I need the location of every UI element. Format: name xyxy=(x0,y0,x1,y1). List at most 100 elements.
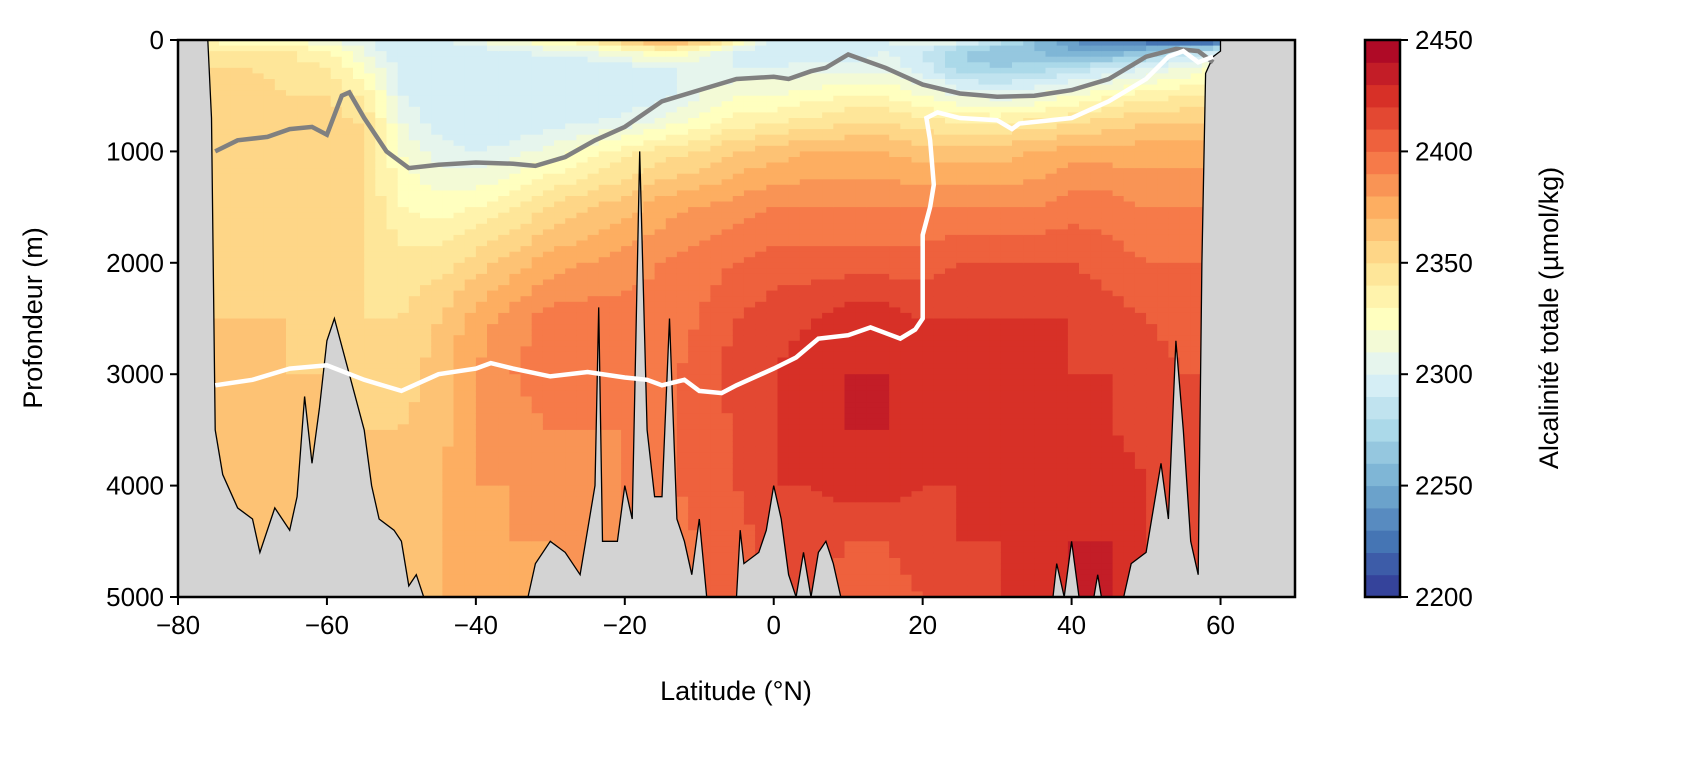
heatmap-cell xyxy=(263,112,276,119)
heatmap-cell xyxy=(498,318,510,325)
heatmap-cell xyxy=(464,134,477,141)
heatmap-cell xyxy=(207,112,220,119)
heatmap-cell xyxy=(721,95,734,102)
heatmap-cell xyxy=(353,56,365,63)
heatmap-cell xyxy=(386,491,399,498)
heatmap-cell xyxy=(542,513,555,520)
heatmap-cell xyxy=(654,134,667,141)
heatmap-cell xyxy=(587,485,600,492)
heatmap-cell xyxy=(375,374,388,381)
heatmap-cell xyxy=(274,151,287,158)
heatmap-cell xyxy=(688,379,700,386)
heatmap-cell xyxy=(531,524,544,531)
heatmap-cell xyxy=(688,368,700,375)
heatmap-cell xyxy=(230,168,242,175)
heatmap-cell xyxy=(386,441,399,448)
heatmap-cell xyxy=(587,62,600,69)
heatmap-cell xyxy=(263,418,276,425)
heatmap-cell xyxy=(453,285,466,292)
heatmap-cell xyxy=(475,84,488,91)
heatmap-cell xyxy=(587,179,600,186)
heatmap-cell xyxy=(263,290,276,297)
heatmap-cell xyxy=(699,190,712,197)
heatmap-cell xyxy=(241,62,254,69)
heatmap-cell xyxy=(308,385,321,392)
heatmap-cell xyxy=(732,407,745,414)
heatmap-cell xyxy=(654,196,667,203)
heatmap-cell xyxy=(531,474,544,481)
heatmap-cell xyxy=(397,452,410,459)
heatmap-cell xyxy=(621,318,633,325)
heatmap-cell xyxy=(263,179,276,186)
heatmap-cell xyxy=(732,285,745,292)
heatmap-cell xyxy=(263,207,276,214)
heatmap-cell xyxy=(542,452,555,459)
heatmap-cell xyxy=(341,318,354,325)
heatmap-cell xyxy=(431,84,443,91)
heatmap-cell xyxy=(408,385,421,392)
heatmap-cell xyxy=(598,129,611,136)
heatmap-cell xyxy=(397,368,410,375)
heatmap-cell xyxy=(375,234,388,242)
heatmap-cell xyxy=(341,223,354,230)
heatmap-cell xyxy=(364,301,376,308)
heatmap-cell xyxy=(710,396,723,403)
heatmap-cell xyxy=(286,112,298,119)
heatmap-cell xyxy=(464,424,477,431)
heatmap-cell xyxy=(330,151,343,158)
heatmap-cell xyxy=(375,212,388,219)
heatmap-cell xyxy=(743,379,756,386)
heatmap-cell xyxy=(520,218,533,225)
heatmap-cell xyxy=(565,273,577,281)
heatmap-cell xyxy=(475,374,488,381)
heatmap-cell xyxy=(297,151,309,158)
heatmap-cell xyxy=(297,234,309,242)
heatmap-cell xyxy=(576,184,589,191)
heatmap-cell xyxy=(598,441,611,448)
heatmap-cell xyxy=(643,223,656,230)
heatmap-cell xyxy=(341,184,354,191)
heatmap-cell xyxy=(509,491,522,498)
heatmap-cell xyxy=(598,207,611,214)
heatmap-cell xyxy=(487,390,499,398)
heatmap-cell xyxy=(542,112,555,119)
heatmap-cell xyxy=(531,418,544,425)
heatmap-cell xyxy=(721,429,734,437)
heatmap-cell xyxy=(721,563,734,570)
heatmap-cell xyxy=(688,184,700,191)
heatmap-cell xyxy=(464,246,477,253)
heatmap-cell xyxy=(353,279,365,286)
heatmap-cell xyxy=(576,519,589,526)
heatmap-cell xyxy=(241,329,254,336)
heatmap-cell xyxy=(565,524,577,531)
heatmap-cell xyxy=(710,463,723,470)
heatmap-cell xyxy=(230,240,242,247)
heatmap-cell xyxy=(542,84,555,91)
heatmap-cell xyxy=(520,591,533,598)
heatmap-cell xyxy=(520,129,533,136)
heatmap-cell xyxy=(498,496,510,503)
heatmap-cell xyxy=(386,145,399,152)
heatmap-cell xyxy=(565,118,577,125)
heatmap-cell xyxy=(420,140,432,147)
heatmap-cell xyxy=(676,190,689,197)
heatmap-cell xyxy=(531,240,544,247)
heatmap-cell xyxy=(308,296,321,303)
heatmap-cell xyxy=(297,268,309,275)
heatmap-cell xyxy=(397,290,410,297)
heatmap-cell xyxy=(263,84,276,91)
heatmap-cell xyxy=(263,385,276,392)
heatmap-cell xyxy=(464,196,477,203)
heatmap-cell xyxy=(453,273,466,281)
heatmap-cell xyxy=(431,251,443,258)
heatmap-cell xyxy=(531,218,544,225)
heatmap-cell xyxy=(464,563,477,570)
heatmap-cell xyxy=(475,51,488,58)
heatmap-cell xyxy=(542,40,555,47)
heatmap-cell xyxy=(498,563,510,570)
heatmap-cell xyxy=(453,95,466,102)
heatmap-cell xyxy=(721,491,734,498)
heatmap-cell xyxy=(621,285,633,292)
heatmap-cell xyxy=(621,207,633,214)
heatmap-cell xyxy=(576,496,589,503)
